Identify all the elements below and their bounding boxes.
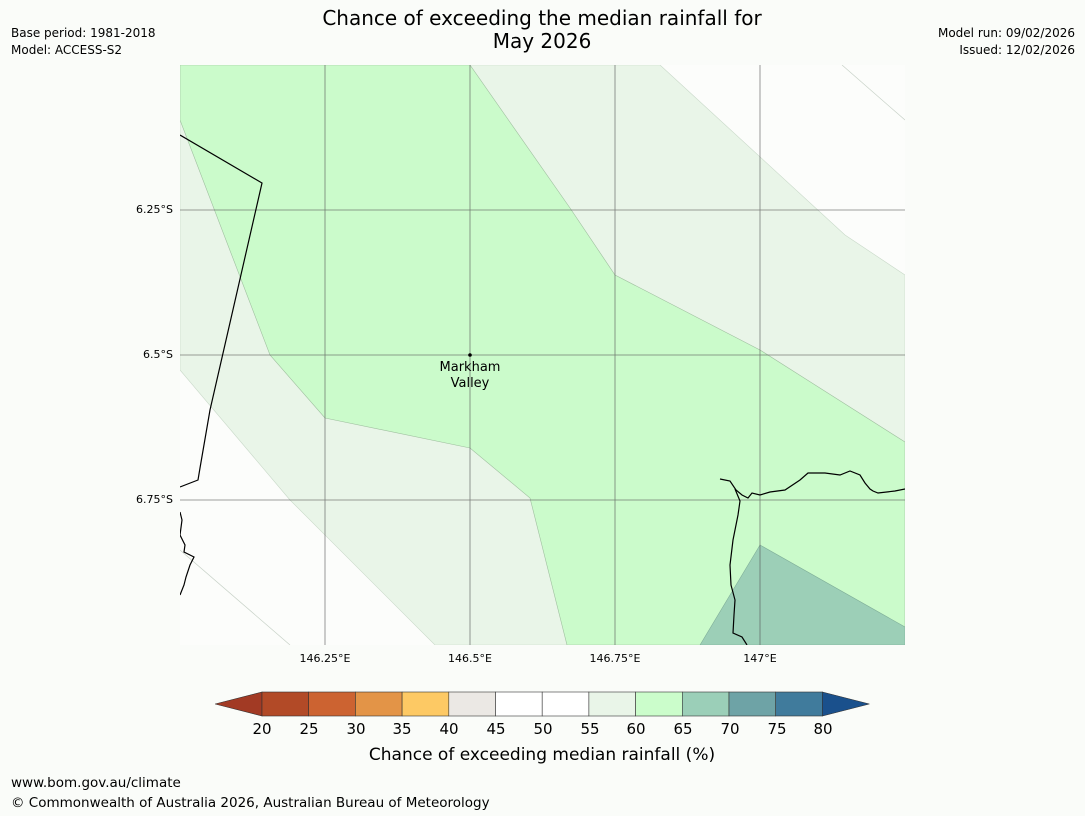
place-name-line2: Valley bbox=[450, 376, 490, 391]
colorbar-arrow-low bbox=[215, 691, 263, 717]
place-label: Markham Valley bbox=[420, 360, 520, 392]
colorbar bbox=[215, 691, 870, 717]
place-name-line1: Markham bbox=[439, 360, 501, 375]
cb-tick: 35 bbox=[392, 720, 412, 738]
lon-label-146-25: 146.25°E bbox=[299, 652, 351, 665]
colorbar-arrow-high bbox=[822, 691, 870, 717]
cb-tick: 40 bbox=[439, 720, 459, 738]
cb-tick: 50 bbox=[533, 720, 553, 738]
lon-label-146-75: 146.75°E bbox=[589, 652, 641, 665]
colorbar-segment bbox=[495, 691, 543, 717]
footer-copyright: © Commonwealth of Australia 2026, Austra… bbox=[11, 795, 490, 811]
model-name: Model: ACCESS-S2 bbox=[11, 43, 123, 57]
colorbar-segment bbox=[681, 691, 730, 717]
colorbar-segment bbox=[541, 691, 590, 717]
coastline-west bbox=[180, 511, 195, 596]
place-marker bbox=[468, 353, 472, 357]
map-title: Chance of exceeding the median rainfall … bbox=[242, 7, 842, 53]
meta-left: Base period: 1981-2018 Model: ACCESS-S2 bbox=[11, 25, 156, 59]
issued-date: Issued: 12/02/2026 bbox=[959, 43, 1075, 57]
colorbar-segment bbox=[355, 691, 403, 717]
contour-line bbox=[180, 549, 291, 645]
meta-right: Model run: 09/02/2026 Issued: 12/02/2026 bbox=[938, 25, 1075, 59]
cb-tick: 65 bbox=[673, 720, 693, 738]
colorbar-label: Chance of exceeding median rainfall (%) bbox=[368, 745, 716, 765]
colorbar-segment bbox=[401, 691, 450, 717]
gridlines bbox=[180, 65, 905, 645]
coastline-east bbox=[719, 470, 905, 499]
cb-tick: 75 bbox=[767, 720, 787, 738]
lat-label-6-25: 6.25°S bbox=[136, 203, 173, 216]
colorbar-segment bbox=[775, 691, 823, 717]
cb-tick: 20 bbox=[252, 720, 272, 738]
border-line bbox=[180, 134, 263, 488]
cb-tick: 60 bbox=[626, 720, 646, 738]
title-line-2: May 2026 bbox=[492, 29, 592, 53]
cb-tick: 55 bbox=[580, 720, 600, 738]
lat-label-6-75: 6.75°S bbox=[136, 493, 173, 506]
lon-label-147: 147°E bbox=[743, 652, 777, 665]
colorbar-segment bbox=[261, 691, 310, 717]
cb-tick: 30 bbox=[346, 720, 366, 738]
rainfall-map bbox=[180, 65, 905, 645]
colorbar-segment bbox=[728, 691, 777, 717]
colorbar-segment bbox=[588, 691, 636, 717]
colorbar-segment bbox=[308, 691, 356, 717]
cb-tick: 70 bbox=[720, 720, 740, 738]
coastlines bbox=[180, 134, 905, 645]
zone-65-70 bbox=[699, 544, 905, 645]
lat-label-6-5: 6.5°S bbox=[143, 348, 173, 361]
river-coast bbox=[729, 488, 748, 645]
cb-tick: 45 bbox=[486, 720, 506, 738]
lon-label-146-5: 146.5°E bbox=[448, 652, 492, 665]
contour-line bbox=[841, 65, 905, 121]
colorbar-segment bbox=[448, 691, 496, 717]
cb-tick: 25 bbox=[299, 720, 319, 738]
title-line-1: Chance of exceeding the median rainfall … bbox=[322, 6, 762, 30]
cb-tick: 80 bbox=[813, 720, 833, 738]
footer-url[interactable]: www.bom.gov.au/climate bbox=[11, 775, 181, 791]
colorbar-segment bbox=[635, 691, 683, 717]
base-period: Base period: 1981-2018 bbox=[11, 26, 156, 40]
model-run: Model run: 09/02/2026 bbox=[937, 26, 1075, 40]
